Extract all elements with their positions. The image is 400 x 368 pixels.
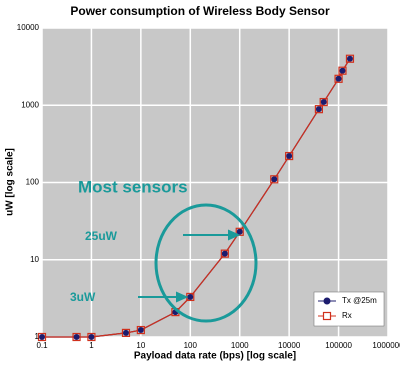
data-point [87, 332, 96, 342]
data-point [319, 97, 328, 107]
data-point [286, 153, 293, 160]
legend-label: Tx @25m [342, 296, 377, 305]
x-tick-label: 1000000 [372, 341, 400, 350]
x-tick-label: 10 [136, 341, 145, 350]
data-point [187, 293, 194, 300]
y-tick-label: 1 [35, 332, 40, 341]
data-point [346, 55, 353, 62]
legend: Tx @25m Rx [313, 291, 385, 327]
data-point [339, 67, 346, 74]
data-point [122, 329, 129, 336]
data-point [334, 74, 343, 83]
legend-box [313, 291, 385, 327]
data-point [270, 175, 279, 184]
legend-marker [322, 311, 332, 321]
chart-title: Power consumption of Wireless Body Senso… [70, 4, 330, 18]
data-point [221, 250, 228, 257]
data-point [345, 54, 355, 63]
data-point [335, 75, 342, 82]
highlight-ellipse [154, 203, 258, 323]
grid [41, 27, 389, 338]
x-tick-label: 100 [184, 341, 198, 350]
annotation: 3uW [70, 290, 96, 304]
data-point [285, 151, 294, 161]
legend-label: Rx [342, 311, 352, 320]
data-point [137, 327, 144, 334]
marks [37, 54, 355, 342]
arrows [138, 229, 241, 303]
y-tick-label: 10 [30, 255, 39, 264]
data-point [88, 334, 95, 340]
data-point [220, 249, 229, 258]
x-axis-label: Payload data rate (bps) [log scale] [134, 351, 296, 362]
data-point [39, 334, 45, 340]
series-line [42, 58, 351, 338]
x-tick-label: 1000 [231, 341, 249, 350]
data-point [37, 332, 47, 342]
y-tick-label: 100 [26, 178, 40, 187]
legend-marker [323, 297, 331, 305]
y-axis-label: uW [log scale] [5, 148, 16, 216]
annotation: Most sensors [78, 177, 188, 196]
arrow-head [176, 291, 189, 303]
data-point [320, 99, 327, 106]
y-tick-label: 1000 [21, 100, 39, 109]
annotation: 25uW [85, 229, 118, 243]
data-point [314, 105, 324, 114]
x-tick-label: 10000 [278, 341, 301, 350]
data-point [271, 176, 278, 183]
y-tick-label: 10000 [17, 23, 40, 32]
data-point [136, 325, 145, 335]
x-tick-label: 0.1 [36, 341, 48, 350]
arrow-head [228, 229, 241, 241]
x-tick-label: 1 [89, 341, 94, 350]
x-tick-label: 100000 [325, 341, 352, 350]
data-point [236, 228, 243, 235]
data-point [315, 106, 322, 113]
data-point [338, 66, 347, 75]
data-point [73, 334, 80, 340]
data-point [121, 328, 131, 337]
data-point [72, 332, 81, 342]
